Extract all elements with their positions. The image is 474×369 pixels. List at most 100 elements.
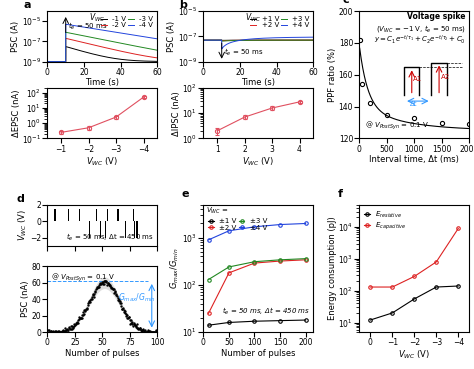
Point [77, 315, 84, 321]
Point [140, 327, 147, 333]
+3 V [206, 38, 212, 42]
+3 V [201, 38, 206, 42]
Point [50, 329, 58, 335]
+1 V [206, 38, 212, 42]
Point [87, 299, 94, 305]
Point [81, 308, 89, 314]
Point [74, 317, 82, 323]
-2 V [95, 44, 101, 48]
Text: b: b [179, 0, 187, 10]
-1 V [151, 59, 157, 63]
Point [119, 305, 127, 311]
Point [78, 312, 86, 318]
Point [128, 320, 135, 326]
Point [45, 327, 53, 333]
Point [70, 321, 78, 327]
Y-axis label: $V_{WC}$ (V): $V_{WC}$ (V) [16, 209, 28, 241]
Point [118, 306, 126, 311]
Point [152, 328, 159, 334]
-4 V [151, 36, 157, 41]
±3 V [206, 277, 211, 282]
Point [60, 328, 68, 334]
Point [145, 327, 152, 333]
$E_{resistive}$ [456, 284, 461, 288]
Point [134, 325, 142, 331]
Point [57, 329, 65, 335]
Text: $t_e$ = 50 ms, Δt = 450 ms: $t_e$ = 50 ms, Δt = 450 ms [66, 231, 154, 242]
-4 V [63, 22, 69, 27]
-1 V [151, 59, 157, 63]
Text: @ $V_{PostSyn}$ = 0.1 V: @ $V_{PostSyn}$ = 0.1 V [365, 120, 429, 132]
-1 V [131, 58, 137, 63]
Point [58, 328, 66, 334]
Legend: $E_{resistive}$, $E_{capacitive}$: $E_{resistive}$, $E_{capacitive}$ [363, 208, 408, 233]
Line: ±2 V: ±2 V [207, 258, 307, 315]
+4 V [254, 37, 260, 41]
Point [82, 306, 90, 312]
$E_{resistive}$ [390, 311, 395, 315]
-3 V [50, 59, 56, 64]
Legend: ±1 V, ±2 V, ±3 V, ±4 V: ±1 V, ±2 V, ±3 V, ±4 V [207, 217, 269, 232]
Y-axis label: PPF ratio (%): PPF ratio (%) [328, 48, 337, 102]
-2 V [151, 55, 157, 60]
Line: -1 V: -1 V [47, 46, 157, 62]
±4 V [303, 221, 309, 226]
Point [118, 303, 125, 309]
$E_{capacitive}$ [367, 285, 373, 289]
Point [116, 300, 124, 306]
Point [77, 314, 85, 320]
Text: $t_e$ = 50 ms: $t_e$ = 50 ms [68, 21, 108, 32]
±3 V [252, 259, 257, 264]
$E_{capacitive}$ [390, 285, 395, 289]
-4 V [50, 59, 56, 64]
Point [102, 278, 109, 284]
Point [68, 326, 75, 332]
Point [105, 282, 113, 288]
-2 V [45, 59, 50, 64]
Point [51, 328, 59, 334]
Legend: -1 V, -2 V, -3 V, -4 V: -1 V, -2 V, -3 V, -4 V [100, 14, 155, 30]
Legend: +1 V, +2 V, +3 V, +4 V: +1 V, +2 V, +3 V, +4 V [249, 14, 311, 30]
Point [88, 294, 96, 300]
Point [91, 291, 98, 297]
Point [144, 328, 151, 334]
Line: ±4 V: ±4 V [207, 222, 307, 242]
Point [83, 306, 91, 311]
-4 V [45, 59, 50, 64]
Point [115, 296, 122, 302]
Point [63, 327, 70, 332]
-1 V [63, 44, 69, 49]
-3 V [98, 37, 104, 41]
Point [126, 317, 134, 323]
Point [61, 325, 69, 331]
Point [87, 296, 95, 301]
Point [57, 329, 64, 335]
Point [142, 329, 150, 335]
-4 V [95, 27, 101, 32]
Point [117, 300, 125, 306]
Point [103, 282, 111, 287]
Point [104, 280, 112, 286]
Point [120, 307, 128, 313]
Point [94, 284, 102, 290]
Text: $V_{WC}$: $V_{WC}$ [245, 11, 261, 24]
Point [93, 284, 101, 290]
Point [46, 329, 54, 335]
Point [118, 306, 126, 311]
Point [127, 321, 134, 327]
Point [86, 299, 93, 304]
-4 V [151, 36, 157, 41]
Point [55, 329, 62, 335]
Text: c: c [343, 0, 349, 6]
Point [139, 326, 146, 332]
±1 V [226, 320, 232, 325]
X-axis label: $V_{WC}$ (V): $V_{WC}$ (V) [398, 349, 430, 361]
Point [56, 329, 64, 335]
Text: $G_{max}/G_{min}$: $G_{max}/G_{min}$ [118, 292, 155, 304]
+1 V [287, 38, 293, 42]
+4 V [287, 35, 293, 39]
Point [58, 329, 65, 335]
Point [86, 297, 94, 303]
Point [45, 329, 52, 335]
Point [71, 322, 79, 328]
